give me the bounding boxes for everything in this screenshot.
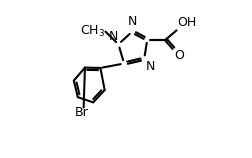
Text: N: N (128, 15, 137, 28)
Text: N: N (108, 30, 118, 43)
Text: N: N (146, 60, 155, 73)
Text: Br: Br (75, 106, 88, 119)
Text: OH: OH (177, 16, 197, 29)
Text: O: O (174, 49, 184, 62)
Text: CH$_3$: CH$_3$ (80, 24, 105, 39)
